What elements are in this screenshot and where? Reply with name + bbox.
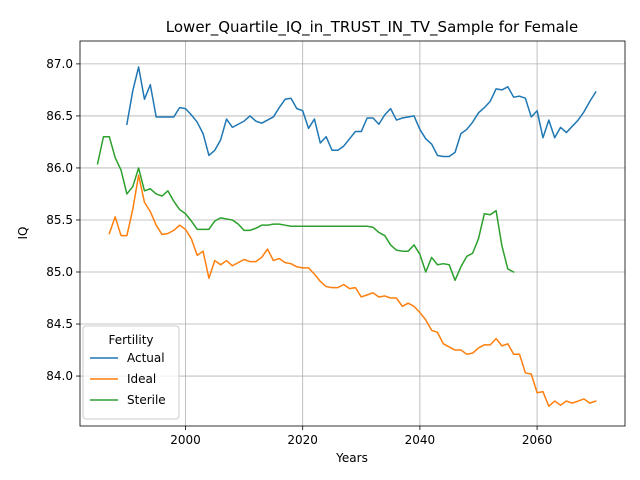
legend: Fertility Actual Ideal Sterile bbox=[83, 326, 179, 419]
x-tick-label: 2020 bbox=[287, 433, 318, 447]
legend-title: Fertility bbox=[108, 333, 153, 347]
y-tick-label: 84.0 bbox=[46, 369, 73, 383]
series-line-ideal bbox=[109, 175, 595, 406]
series-line-sterile bbox=[98, 137, 514, 281]
series-line-actual bbox=[127, 67, 596, 156]
y-tick-label: 84.5 bbox=[46, 317, 73, 331]
x-tick-label: 2040 bbox=[405, 433, 436, 447]
y-tick-label: 86.5 bbox=[46, 109, 73, 123]
y-tick-label: 86.0 bbox=[46, 161, 73, 175]
y-tick-label: 87.0 bbox=[46, 57, 73, 71]
y-tick-label: 85.5 bbox=[46, 213, 73, 227]
y-tick-label: 85.0 bbox=[46, 265, 73, 279]
y-axis-label: IQ bbox=[16, 227, 30, 240]
chart-title: Lower_Quartile_IQ_in_TRUST_IN_TV_Sample … bbox=[166, 18, 578, 37]
x-tick-label: 2060 bbox=[522, 433, 553, 447]
x-tick-label: 2000 bbox=[170, 433, 201, 447]
legend-label-actual: Actual bbox=[127, 351, 165, 365]
x-axis-label: Years bbox=[335, 451, 368, 465]
legend-label-ideal: Ideal bbox=[127, 372, 156, 386]
legend-label-sterile: Sterile bbox=[127, 393, 166, 407]
